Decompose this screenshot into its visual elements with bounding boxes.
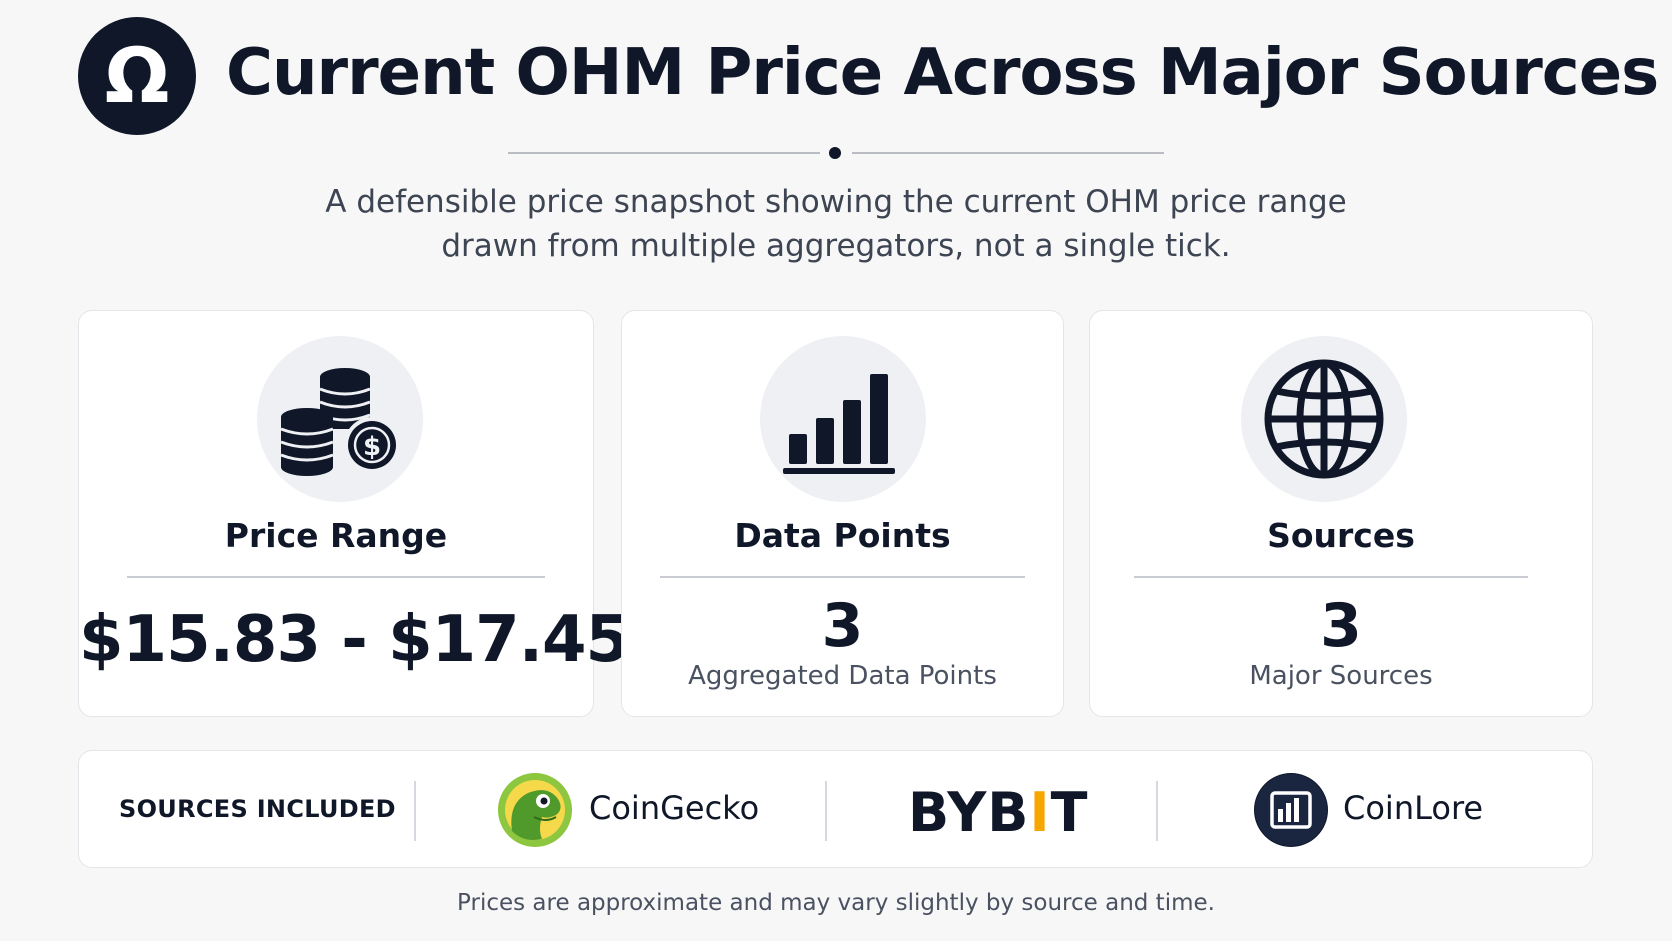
bar-chart-icon xyxy=(760,336,926,502)
source-name-coinlore: CoinLore xyxy=(1343,789,1484,827)
subtitle-line-2: drawn from multiple aggregators, not a s… xyxy=(441,228,1231,264)
card-divider xyxy=(660,576,1025,578)
divider-right xyxy=(852,152,1164,154)
bybit-text-part: T xyxy=(1050,781,1089,844)
source-name-coingecko: CoinGecko xyxy=(589,789,760,827)
sources-value: 3 xyxy=(1320,591,1362,661)
card-divider xyxy=(1134,576,1528,578)
page-subtitle: A defensible price snapshot showing the … xyxy=(236,180,1436,268)
bybit-logo: BYBIT xyxy=(908,781,1088,844)
data-points-label: Data Points xyxy=(734,516,951,555)
bybit-text-part: BYB xyxy=(908,781,1030,844)
data-points-value: 3 xyxy=(821,591,864,661)
sources-included-bar: SOURCES INCLUDED CoinGecko BYBIT CoinLor… xyxy=(78,750,1593,868)
separator xyxy=(825,781,827,841)
divider-left xyxy=(508,152,820,154)
data-points-card: Data Points 3 Aggregated Data Points xyxy=(621,310,1064,717)
price-range-label: Price Range xyxy=(224,516,448,555)
sources-card: Sources 3 Major Sources xyxy=(1089,310,1593,717)
separator xyxy=(414,781,416,841)
sources-caption: Major Sources xyxy=(1249,661,1433,691)
separator xyxy=(1156,781,1158,841)
globe-icon xyxy=(1241,336,1407,502)
coinlore-logo-icon xyxy=(1254,773,1328,847)
subtitle-line-1: A defensible price snapshot showing the … xyxy=(325,184,1347,220)
coingecko-logo-icon xyxy=(498,773,572,847)
bybit-accent-i: I xyxy=(1029,781,1051,844)
price-range-card: $ Price Range $15.83 - $17.45 xyxy=(78,310,630,717)
coins-dollar-icon: $ xyxy=(257,336,423,502)
card-divider xyxy=(127,576,545,578)
omega-logo-icon: Ω xyxy=(78,17,196,135)
data-points-caption: Aggregated Data Points xyxy=(688,661,997,691)
footnote: Prices are approximate and may vary slig… xyxy=(457,890,1215,916)
svg-text:$: $ xyxy=(363,432,381,462)
sources-label: Sources xyxy=(1267,516,1415,555)
sources-included-heading: SOURCES INCLUDED xyxy=(119,795,396,823)
price-range-value: $15.83 - $17.45 xyxy=(79,603,630,677)
divider-dot xyxy=(829,147,841,159)
page-title: Current OHM Price Across Major Sources xyxy=(226,36,1659,110)
